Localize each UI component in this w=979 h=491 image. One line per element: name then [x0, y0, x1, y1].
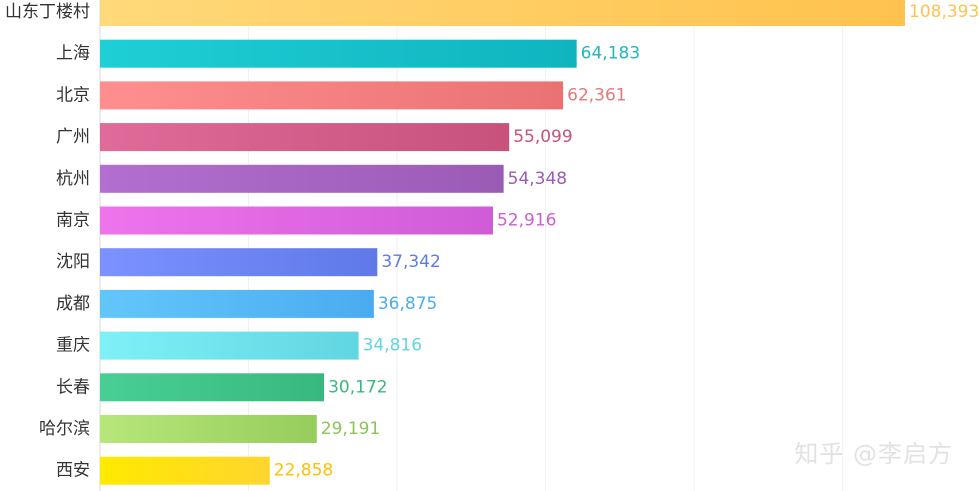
value-label: 54,348 [508, 169, 567, 189]
value-label: 62,361 [567, 85, 626, 105]
value-label: 108,393 [909, 2, 979, 22]
category-label: 哈尔滨 [39, 419, 90, 439]
value-label: 34,816 [363, 336, 422, 356]
category-label: 北京 [56, 85, 90, 105]
category-label: 南京 [56, 211, 90, 231]
bar [100, 39, 577, 68]
category-label: 山东丁楼村 [5, 2, 90, 22]
category-label: 长春 [56, 377, 90, 397]
bar [100, 456, 270, 485]
value-label: 37,342 [381, 252, 440, 272]
bar [100, 289, 374, 318]
value-label: 22,858 [274, 461, 333, 481]
category-label: 成都 [56, 294, 90, 314]
category-label: 沈阳 [56, 252, 90, 272]
bars [100, 0, 905, 485]
watermark: 知乎 @李启方 [794, 440, 953, 468]
bar [100, 123, 510, 152]
value-label: 29,191 [321, 419, 380, 439]
category-label: 重庆 [56, 336, 90, 356]
bar [100, 206, 493, 235]
category-label: 上海 [56, 44, 90, 64]
value-labels: 108,393 64,183 62,361 55,099 54,348 52,916 37,… [274, 2, 979, 481]
bar [100, 331, 359, 360]
value-label: 55,099 [513, 127, 572, 147]
value-label: 64,183 [581, 44, 640, 64]
value-label: 30,172 [328, 377, 387, 397]
bar [100, 164, 504, 193]
bar [100, 0, 905, 26]
category-label: 杭州 [56, 169, 90, 189]
bar [100, 373, 325, 402]
bar [100, 248, 378, 277]
value-label: 52,916 [497, 211, 556, 231]
bar [100, 81, 564, 110]
category-label: 广州 [56, 127, 90, 147]
bar [100, 415, 317, 443]
category-label: 西安 [56, 461, 90, 481]
value-label: 36,875 [378, 294, 437, 314]
